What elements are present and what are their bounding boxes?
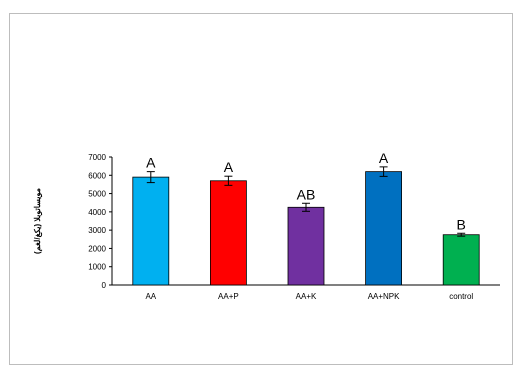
chart-frame [9, 13, 513, 365]
significance-letter: A [224, 159, 234, 175]
bar [287, 206, 325, 286]
x-category-label: AA+K [296, 292, 317, 301]
significance-letter: A [379, 150, 389, 166]
x-category-label: AA [145, 292, 156, 301]
y-tick-label: 2000 [88, 244, 106, 253]
y-tick-label: 1000 [88, 263, 106, 272]
y-axis-label: (يكغ/لغم) مويساتوبلا [33, 188, 43, 254]
significance-letter: B [457, 216, 466, 232]
x-category-label: AA+P [218, 292, 239, 301]
bar [442, 234, 480, 286]
significance-letter: A [146, 155, 156, 171]
bar [209, 180, 247, 286]
bar [365, 171, 403, 286]
y-tick-label: 7000 [88, 153, 106, 162]
y-tick-label: 3000 [88, 226, 106, 235]
y-tick-label: 5000 [88, 190, 106, 199]
y-tick-label: 4000 [88, 208, 106, 217]
bar [132, 176, 170, 286]
x-category-label: control [449, 292, 473, 301]
y-tick-label: 6000 [88, 171, 106, 180]
x-category-label: AA+NPK [368, 292, 400, 301]
significance-letter: AB [297, 186, 316, 202]
y-tick-label: 0 [102, 281, 107, 290]
